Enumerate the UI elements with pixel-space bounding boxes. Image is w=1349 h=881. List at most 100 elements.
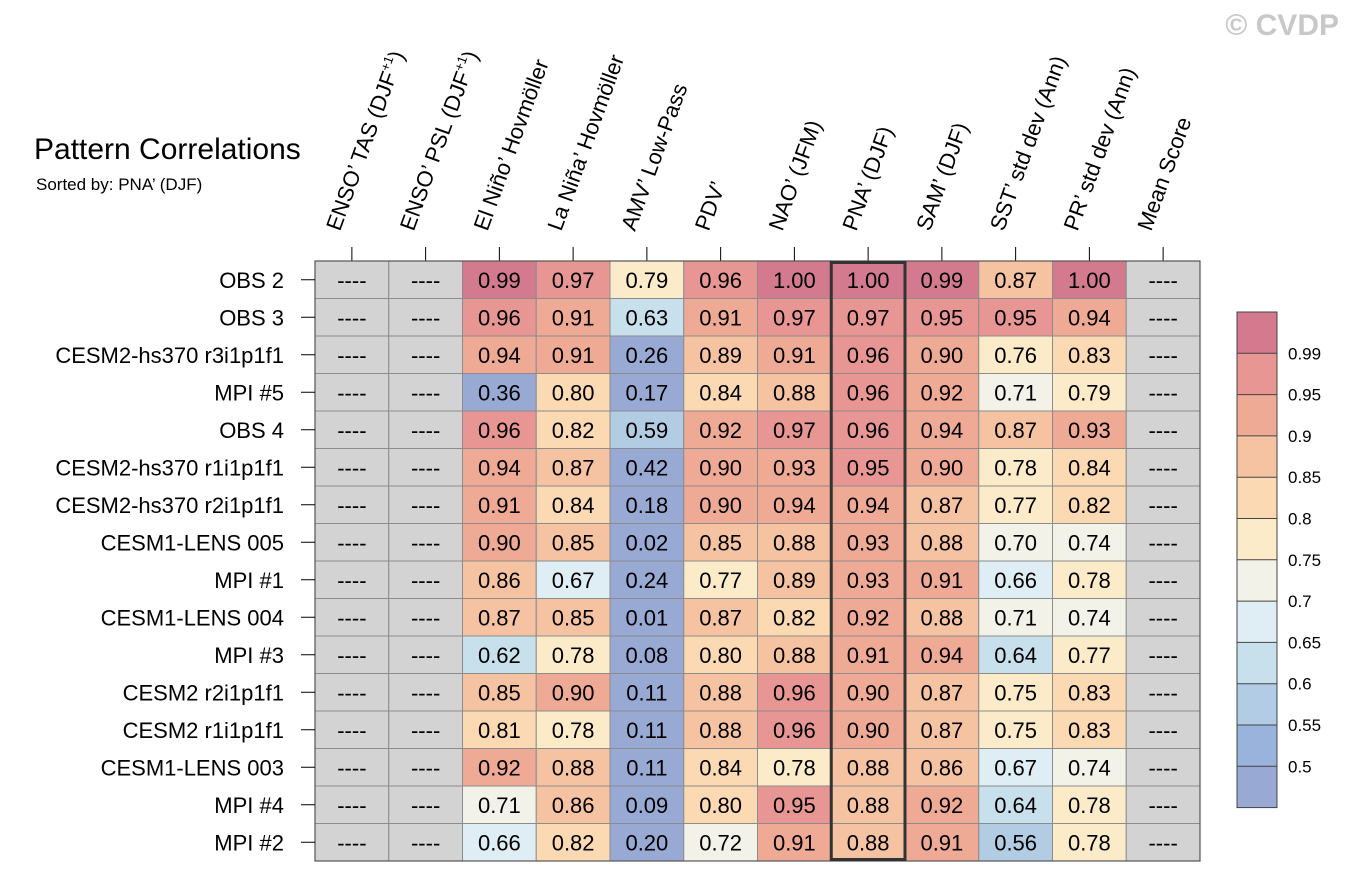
cell-value: ----	[411, 305, 440, 330]
cell-value: 0.93	[847, 568, 890, 593]
cell-value: 0.91	[920, 568, 963, 593]
heatmap-cell	[683, 785, 758, 824]
heatmap-cell	[388, 373, 463, 412]
heatmap-cell	[609, 523, 685, 562]
cell-value: 0.95	[920, 305, 963, 330]
cell-value: 0.71	[994, 380, 1037, 405]
cell-value: 0.88	[920, 530, 963, 555]
cell-value: 0.96	[699, 268, 742, 293]
heatmap-cell	[757, 448, 832, 487]
cell-value: 0.92	[920, 380, 963, 405]
cell-value: ----	[411, 493, 440, 518]
cell-value: ----	[337, 268, 366, 293]
cell-value: 0.84	[699, 380, 742, 405]
cell-value: ----	[411, 755, 440, 780]
cell-value: ----	[411, 568, 440, 593]
cell-value: ----	[337, 343, 366, 368]
cell-value: 0.90	[699, 455, 742, 480]
colorbar-label: 0.7	[1288, 592, 1312, 611]
cell-value: 0.24	[625, 568, 668, 593]
cell-value: 0.79	[1068, 380, 1111, 405]
cell-value: ----	[337, 418, 366, 443]
heatmap-cell	[314, 673, 390, 712]
heatmap-cell	[609, 823, 685, 862]
cell-value: 0.77	[699, 568, 742, 593]
cell-value: 0.94	[478, 455, 521, 480]
cell-value: 0.85	[699, 530, 742, 555]
column-label: La Niña’ Hovmöller	[542, 51, 629, 233]
cell-value: 0.90	[699, 493, 742, 518]
row-label: CESM2-hs370 r1i1p1f1	[55, 455, 284, 480]
cell-value: 0.62	[478, 643, 521, 668]
cell-value: 0.90	[920, 455, 963, 480]
column-label: Mean Score	[1132, 114, 1196, 234]
colorbar-label: 0.5	[1288, 757, 1312, 776]
cell-value: 0.77	[994, 493, 1037, 518]
cell-value: 0.94	[920, 643, 963, 668]
cell-value: 0.87	[920, 718, 963, 743]
cell-value: 0.87	[920, 680, 963, 705]
heatmap-cell	[978, 748, 1053, 787]
cell-value: 1.00	[1068, 268, 1111, 293]
heatmap-cell	[388, 560, 463, 599]
heatmap-cell	[462, 748, 537, 787]
colorbar-segment	[1237, 683, 1277, 725]
heatmap-cell	[535, 560, 611, 599]
colorbar-label: 0.75	[1288, 551, 1321, 570]
heatmap-cell	[978, 710, 1053, 749]
heatmap-cell	[609, 748, 685, 787]
heatmap-cell	[462, 335, 537, 374]
cell-value: 0.80	[699, 643, 742, 668]
heatmap-cell	[314, 448, 390, 487]
heatmap-cell	[1125, 335, 1201, 374]
cell-value: 0.89	[699, 343, 742, 368]
row-label: CESM2 r2i1p1f1	[123, 680, 284, 705]
heatmap-cell	[609, 560, 685, 599]
heatmap-cell	[535, 785, 611, 824]
colorbar-segment	[1237, 477, 1277, 519]
cell-value: 0.88	[552, 755, 595, 780]
heatmap-cell	[978, 823, 1053, 862]
colorbar-label: 0.85	[1288, 468, 1321, 487]
column-label: ENSO’ PSL (DJF+1)	[394, 47, 483, 234]
heatmap-cell	[535, 523, 611, 562]
heatmap-cell	[683, 373, 758, 412]
heatmap-cell	[1052, 485, 1127, 524]
cell-value: ----	[1148, 718, 1177, 743]
heatmap-cell	[757, 260, 832, 299]
colorbar-segment	[1237, 518, 1277, 560]
cell-value: 0.02	[625, 530, 668, 555]
heatmap-cell	[978, 448, 1053, 487]
heatmap-cell	[609, 448, 685, 487]
cell-value: 0.97	[773, 418, 816, 443]
cell-value: 0.94	[773, 493, 816, 518]
cell-value: 0.59	[625, 418, 668, 443]
cell-value: 0.99	[478, 268, 521, 293]
cell-value: 0.91	[773, 830, 816, 855]
heatmap-cell	[609, 635, 685, 674]
cell-value: 0.91	[847, 643, 890, 668]
heatmap-cell	[757, 635, 832, 674]
cell-value: 0.90	[478, 530, 521, 555]
cell-value: 0.78	[1068, 568, 1111, 593]
heatmap-cell	[904, 335, 980, 374]
cell-value: 0.86	[552, 793, 595, 818]
cell-value: ----	[1148, 680, 1177, 705]
cell-value: 0.96	[847, 380, 890, 405]
column-label: El Niño’ Hovmöller	[469, 56, 554, 234]
cell-value: 0.67	[552, 568, 595, 593]
cell-value: ----	[337, 530, 366, 555]
chart-subtitle: Sorted by: PNA’ (DJF)	[36, 175, 202, 194]
cell-value: 0.88	[773, 380, 816, 405]
heatmap-cell	[978, 410, 1053, 449]
cell-value: 0.75	[994, 718, 1037, 743]
heatmap-cell	[1125, 410, 1201, 449]
cell-value: ----	[337, 643, 366, 668]
heatmap-cell	[1125, 673, 1201, 712]
cell-value: 0.09	[625, 793, 668, 818]
cell-value: 0.83	[1068, 718, 1111, 743]
cell-value: 0.26	[625, 343, 668, 368]
cell-value: ----	[411, 718, 440, 743]
cell-value: 0.76	[994, 343, 1037, 368]
heatmap-cell	[1052, 260, 1127, 299]
